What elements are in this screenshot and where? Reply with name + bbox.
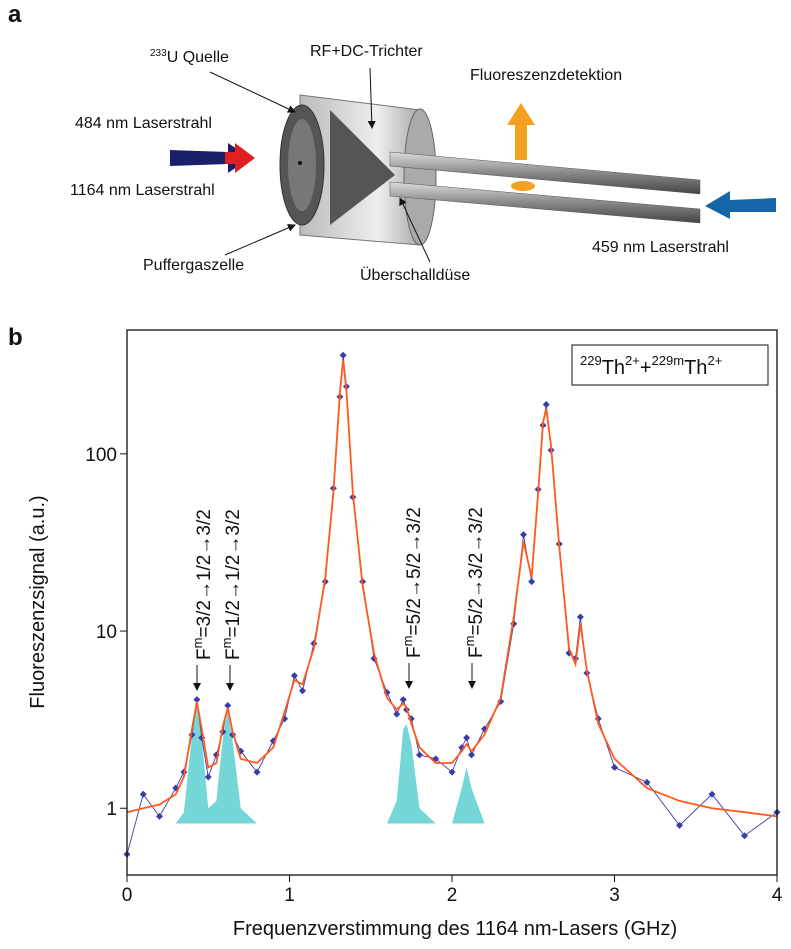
data-point xyxy=(708,790,716,798)
data-point xyxy=(156,812,163,820)
laser-1164-label: 1164 nm Laserstrahl xyxy=(70,182,215,199)
label-text: Th xyxy=(602,357,625,379)
superscript: 229m xyxy=(652,353,685,368)
data-point xyxy=(393,710,401,718)
x-tick-label: 1 xyxy=(284,885,295,906)
laser-459-label: 459 nm Laserstrahl xyxy=(592,239,729,256)
label-text: U Quelle xyxy=(167,49,229,66)
data-point xyxy=(204,773,212,781)
superscript: m xyxy=(219,638,234,649)
peak-annotation: Fm=3/2→1/2→3/2 xyxy=(190,509,215,660)
source-label: 233U Quelle xyxy=(150,48,229,66)
y-tick-label: 100 xyxy=(85,445,117,466)
superscript: 2+ xyxy=(707,353,722,368)
fit-line xyxy=(126,359,778,818)
label-box xyxy=(571,344,769,386)
data-point xyxy=(643,778,651,786)
buffer-cell-label: Puffergaszelle xyxy=(143,257,244,274)
data-point xyxy=(576,613,584,621)
annotation-text: F xyxy=(223,648,244,660)
y-tick-label: 10 xyxy=(96,622,117,643)
annotation-text: F xyxy=(466,646,487,658)
data-point xyxy=(611,763,618,771)
peak-annotation: Fm=5/2→5/2→3/2 xyxy=(400,507,425,658)
peak-fill xyxy=(127,703,777,824)
y-tick-label: 1 xyxy=(106,799,117,820)
peak-annotation: Fm=1/2→1/2→3/2 xyxy=(219,509,244,660)
panel-label: a xyxy=(8,1,22,28)
data-point xyxy=(253,768,261,776)
annotation-text: =5/2→5/2→3/2 xyxy=(404,507,425,635)
superscript: m xyxy=(462,636,477,647)
y-axis-label: Fluoreszenzsignal (a.u.) xyxy=(27,495,49,708)
superscript: m xyxy=(400,636,415,647)
data-point xyxy=(339,351,347,359)
data-point xyxy=(676,821,683,829)
data-point xyxy=(463,734,471,742)
superscript: 229 xyxy=(580,353,602,368)
funnel-label: RF+DC-Trichter xyxy=(310,43,423,60)
annotation-text: F xyxy=(404,646,425,658)
x-tick-label: 3 xyxy=(609,885,620,906)
data-point xyxy=(448,768,456,776)
data-point xyxy=(468,751,475,759)
superscript: 233 xyxy=(150,48,167,59)
data-point xyxy=(193,696,201,704)
x-axis-label: Frequenzverstimmung des 1164 nm-Lasers (… xyxy=(233,918,677,940)
data-point xyxy=(139,790,147,798)
x-tick-label: 2 xyxy=(447,885,458,906)
data-point xyxy=(520,531,527,539)
data-point xyxy=(741,832,748,840)
superscript: 2+ xyxy=(625,353,640,368)
annotation-text: =3/2→1/2→3/2 xyxy=(194,509,215,637)
apparatus xyxy=(170,67,776,263)
annotation-text: F xyxy=(194,648,215,660)
data-point xyxy=(528,578,536,586)
detection-label: Fluoreszenzdetektion xyxy=(470,67,622,84)
label-text: Th xyxy=(684,357,707,379)
data-point xyxy=(542,400,550,408)
data-point xyxy=(299,687,306,695)
superscript: m xyxy=(190,638,205,649)
laser-484-label: 484 nm Laserstrahl xyxy=(75,115,212,132)
peak-annotation: Fm=5/2→3/2→3/2 xyxy=(462,507,487,658)
nozzle-label: Überschalldüse xyxy=(360,266,470,284)
data-point xyxy=(416,751,423,759)
data-point xyxy=(224,702,232,710)
annotation-text: =5/2→3/2→3/2 xyxy=(466,507,487,635)
data-point xyxy=(290,672,298,680)
box-label: 229Th2++229mTh2+ xyxy=(580,353,722,379)
annotation-text: =1/2→1/2→3/2 xyxy=(223,509,244,637)
x-tick-label: 0 xyxy=(122,885,133,906)
x-tick-label: 4 xyxy=(772,885,783,906)
panel-label: b xyxy=(8,324,23,351)
data-point xyxy=(399,696,407,704)
label-text: + xyxy=(640,357,652,379)
